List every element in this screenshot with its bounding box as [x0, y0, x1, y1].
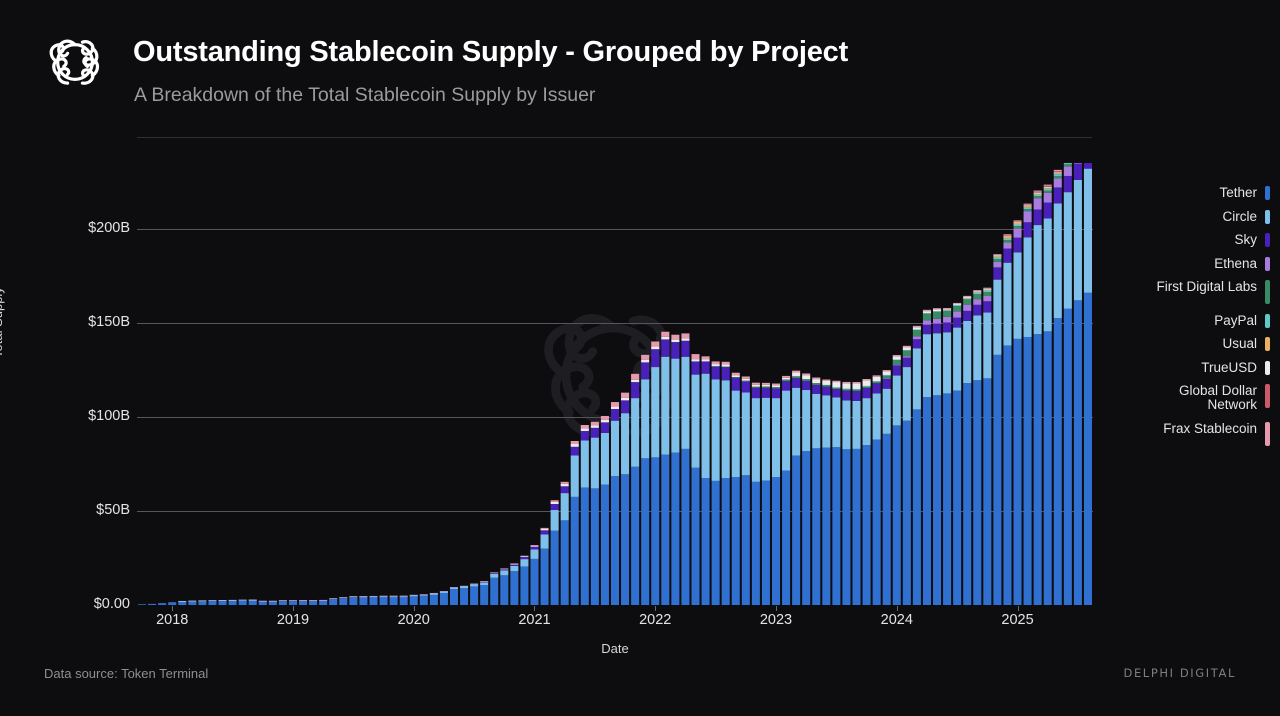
legend-item[interactable]: PayPal	[1110, 312, 1270, 328]
stacked-area-series	[138, 163, 1092, 605]
y-axis-tick-label: $50B	[96, 501, 130, 518]
x-axis-tickmark	[896, 606, 898, 611]
series-trueusd	[178, 172, 1062, 602]
x-axis-tick-label: 2025	[1001, 612, 1034, 628]
legend-item[interactable]: First Digital Labs	[1110, 280, 1270, 304]
y-axis-ticks: $200B $150B $100B $50B $0.00	[10, 163, 130, 612]
legend-color-swatch	[1265, 280, 1270, 304]
series-usual	[963, 173, 1062, 299]
legend-item-label: First Digital Labs	[1156, 279, 1257, 294]
x-axis-tickmark	[172, 606, 174, 611]
legend-color-swatch	[1265, 384, 1270, 408]
legend-item[interactable]: Frax Stablecoin	[1110, 420, 1270, 446]
series-frax-stablecoin	[480, 169, 1062, 582]
x-axis-tick-label: 2018	[156, 612, 189, 628]
legend-color-swatch	[1265, 186, 1270, 200]
x-axis-tick-label: 2020	[397, 612, 430, 628]
legend-color-swatch	[1265, 313, 1270, 328]
x-axis-tick-label: 2023	[759, 612, 793, 628]
series-first-digital-labs	[711, 163, 1072, 391]
x-axis-tick-label: 2019	[276, 612, 310, 628]
x-axis-title: Date	[601, 641, 629, 656]
y-axis-tick-label: $100B	[88, 407, 130, 424]
legend-color-swatch	[1265, 337, 1270, 351]
legend-item[interactable]: Sky	[1110, 233, 1270, 247]
x-axis-ticks: 2018 2019 2020 2021 2022 2023 2024 2025	[137, 606, 1093, 642]
page-title: Outstanding Stablecoin Supply - Grouped …	[133, 36, 849, 68]
legend-item-label: Usual	[1222, 336, 1257, 351]
data-source-note: Data source: Token Terminal	[44, 666, 209, 681]
y-axis-title: Total Supply	[0, 287, 5, 358]
legend-item-label: TrueUSD	[1201, 359, 1257, 375]
x-axis-tick-label: 2022	[639, 612, 672, 628]
x-axis-tickmark	[655, 606, 657, 611]
legend-item-label: Global Dollar Network	[1178, 383, 1257, 412]
x-axis-tick-label: 2024	[880, 612, 913, 628]
page-header: Outstanding Stablecoin Supply - Grouped …	[0, 0, 1280, 140]
legend-item[interactable]: Usual	[1110, 337, 1270, 351]
legend-item[interactable]: Tether	[1110, 186, 1270, 200]
header-divider	[137, 137, 1092, 138]
legend-color-swatch	[1265, 360, 1270, 375]
x-axis-tickmark	[534, 606, 536, 611]
legend-item[interactable]: Ethena	[1110, 255, 1270, 271]
x-axis-tick-label: 2021	[518, 612, 551, 628]
page-subtitle: A Breakdown of the Total Stablecoin Supp…	[134, 84, 596, 106]
legend-color-swatch	[1265, 233, 1270, 247]
legend-color-swatch	[1265, 421, 1270, 446]
series-sky	[258, 163, 1092, 602]
series-ethena	[882, 163, 1082, 379]
series-paypal	[832, 163, 1072, 390]
series-tether	[138, 292, 1092, 605]
series-circle	[248, 168, 1092, 602]
y-axis-tick-label: $150B	[88, 313, 130, 330]
legend-item-label: Sky	[1234, 232, 1257, 247]
delphi-knot-logo-icon	[49, 39, 100, 85]
legend-item[interactable]: TrueUSD	[1110, 359, 1270, 375]
x-axis-tickmark	[776, 606, 777, 611]
gridline	[137, 322, 1093, 324]
x-axis-tickmark	[413, 606, 415, 611]
series-global-dollar-network	[1003, 170, 1062, 236]
legend-color-swatch	[1265, 209, 1270, 224]
legend-item-label: Tether	[1219, 185, 1257, 200]
chart-legend: Tether Circle Sky Ethena First Digital Labs P…	[1110, 186, 1270, 455]
legend-item[interactable]: Circle	[1110, 208, 1270, 224]
legend-item-label: Circle	[1222, 208, 1257, 224]
gridline	[137, 228, 1093, 230]
legend-item[interactable]: Global Dollar Network	[1110, 384, 1270, 412]
x-axis-tickmark	[1017, 606, 1019, 611]
plot-area	[137, 163, 1093, 605]
delphi-digital-wordmark: DELPHI DIGITAL	[1123, 666, 1236, 680]
legend-item-label: Ethena	[1214, 255, 1257, 271]
x-axis-tickmark	[292, 606, 294, 611]
y-axis-tick-label: $0.00	[93, 596, 130, 612]
legend-item-label: PayPal	[1214, 312, 1257, 328]
legend-item-label: Frax Stablecoin	[1163, 420, 1257, 436]
legend-color-swatch	[1265, 256, 1270, 271]
y-axis-tick-label: $200B	[88, 219, 130, 236]
